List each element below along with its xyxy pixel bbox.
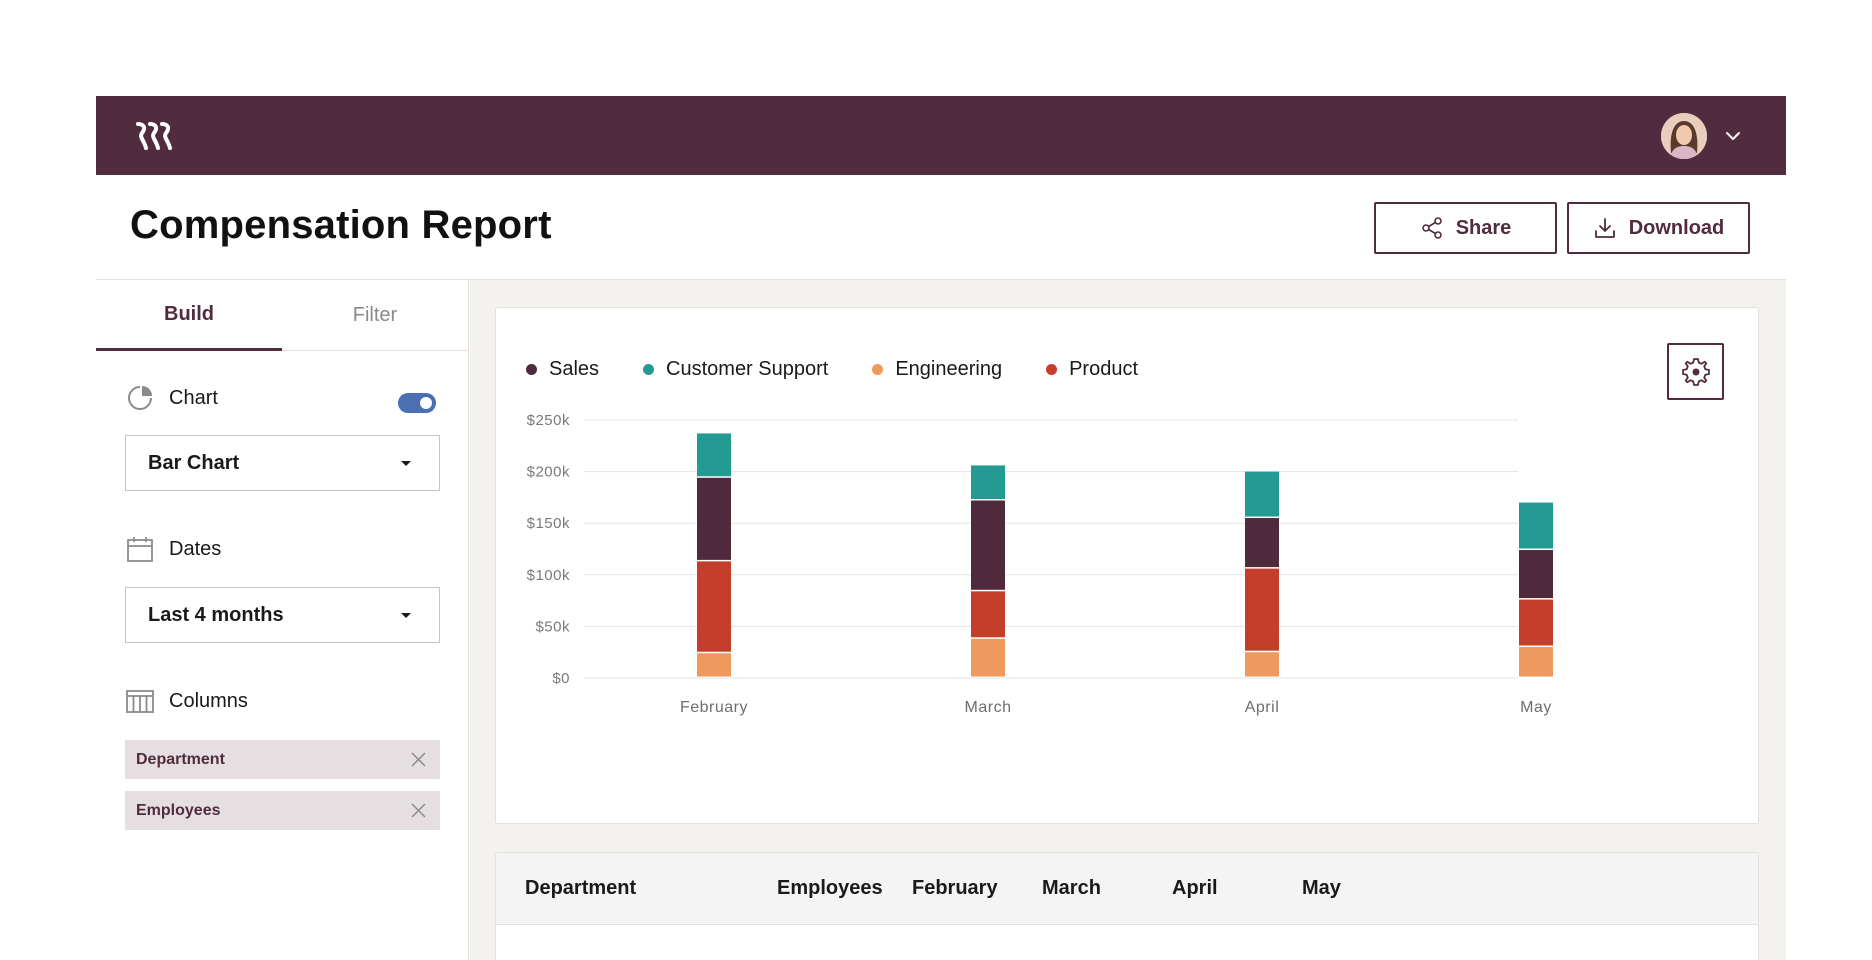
x-tick-label: February: [680, 699, 748, 716]
bar-segment: [1245, 471, 1279, 517]
bar-segment: [1245, 568, 1279, 651]
main-content: $0 $50k $100k $150k $200k $250k February March A…: [470, 280, 1786, 960]
legend-item[interactable]: Engineering: [872, 358, 1002, 381]
bar-segment: [1519, 647, 1553, 677]
bar-segment: [697, 653, 731, 677]
y-tick-label: $200k: [527, 464, 570, 481]
bar-segment: [697, 561, 731, 652]
column-header-employees[interactable]: Employees: [777, 877, 883, 899]
legend-label: Engineering: [895, 358, 1003, 380]
share-label: Share: [1455, 216, 1512, 239]
dates-section-label: Dates: [125, 534, 221, 564]
bar-segment: [1519, 599, 1553, 646]
x-tick-label: May: [1520, 699, 1552, 716]
date-range-select[interactable]: Last 4 months: [125, 587, 440, 643]
bar-segment: [1519, 550, 1553, 599]
column-chip-department: Department: [125, 740, 440, 779]
pie-chart-icon: [128, 386, 152, 410]
y-tick-label: $250k: [527, 412, 570, 429]
column-header-march[interactable]: March: [1042, 877, 1101, 899]
gear-icon: [1681, 357, 1710, 386]
column-chip-employees: Employees: [125, 791, 440, 830]
chart-label: Chart: [169, 386, 218, 409]
column-header-february[interactable]: February: [912, 877, 998, 899]
chart-type-value: Bar Chart: [148, 451, 240, 474]
legend-label: Customer Support: [666, 358, 829, 380]
sidebar: Build Filter Chart Bar Chart Dates Last …: [96, 280, 469, 960]
download-label: Download: [1628, 216, 1725, 239]
y-tick-label: $0: [552, 670, 570, 687]
legend-item[interactable]: Sales: [526, 358, 599, 381]
chevron-down-icon[interactable]: [1723, 126, 1743, 146]
bar-segment: [697, 477, 731, 560]
calendar-icon: [127, 537, 153, 562]
table-header-row: Department Employees February March Apri…: [496, 853, 1758, 925]
y-tick-label: $150k: [527, 515, 570, 532]
bar-segment: [1245, 518, 1279, 568]
legend-label: Sales: [549, 358, 600, 380]
stacked-bar-chart: $0 $50k $100k $150k $200k $250k February March A…: [527, 412, 1553, 716]
app-window: Compensation Report Share Download Build…: [96, 96, 1786, 960]
close-icon[interactable]: [411, 803, 426, 818]
legend-swatch: [1046, 364, 1058, 375]
bar-segment: [971, 591, 1005, 638]
caret-down-icon: [401, 613, 411, 618]
page-title: Compensation Report: [130, 203, 552, 247]
legend-item[interactable]: Customer Support: [643, 358, 828, 381]
table-columns-icon: [126, 690, 154, 713]
chart-section-label: Chart: [125, 383, 218, 413]
column-header-april[interactable]: April: [1172, 877, 1218, 899]
column-header-department[interactable]: Department: [525, 877, 637, 899]
chip-label: Department: [136, 750, 225, 768]
download-button[interactable]: Download: [1567, 202, 1750, 254]
bar-segment: [697, 433, 731, 477]
page-header: Compensation Report Share Download: [96, 175, 1786, 280]
bar-segment: [971, 465, 1005, 499]
dates-label: Dates: [169, 537, 222, 560]
bar-segment: [971, 638, 1005, 677]
legend-label: Product: [1069, 358, 1139, 380]
x-tick-label: April: [1245, 699, 1280, 716]
legend-swatch: [872, 364, 884, 375]
top-bar: [96, 96, 1786, 175]
column-header-may[interactable]: May: [1302, 877, 1341, 899]
bar-segment: [971, 500, 1005, 590]
share-icon: [1421, 217, 1442, 239]
tab-filter[interactable]: Filter: [352, 304, 398, 326]
data-table: Department Employees February March Apri…: [495, 852, 1759, 960]
chip-label: Employees: [136, 801, 221, 819]
close-icon[interactable]: [411, 752, 426, 767]
download-icon: [1594, 218, 1615, 238]
bar-segment: [1245, 652, 1279, 677]
bar-segment: [1519, 502, 1553, 549]
chart-card: $0 $50k $100k $150k $200k $250k February March A…: [495, 307, 1759, 824]
chart-toggle[interactable]: [398, 393, 436, 413]
share-button[interactable]: Share: [1374, 202, 1557, 254]
chart-type-select[interactable]: Bar Chart: [125, 435, 440, 491]
sidebar-tabs: Build Filter: [96, 280, 469, 351]
tab-build[interactable]: Build: [96, 280, 282, 351]
x-tick-label: March: [965, 699, 1012, 716]
y-tick-label: $50k: [535, 618, 570, 635]
columns-section-label: Columns: [125, 686, 248, 716]
user-avatar-icon[interactable]: [1661, 113, 1707, 159]
legend-swatch: [643, 364, 655, 375]
chart-legend: Sales Customer Support Engineering Product: [526, 358, 1138, 381]
chart-settings-button[interactable]: [1667, 343, 1724, 400]
legend-item[interactable]: Product: [1046, 358, 1138, 381]
columns-label: Columns: [169, 689, 248, 712]
date-range-value: Last 4 months: [148, 603, 284, 626]
brand-logo-icon[interactable]: [134, 120, 174, 152]
caret-down-icon: [401, 461, 411, 466]
y-tick-label: $100k: [527, 567, 570, 584]
legend-swatch: [526, 364, 537, 375]
